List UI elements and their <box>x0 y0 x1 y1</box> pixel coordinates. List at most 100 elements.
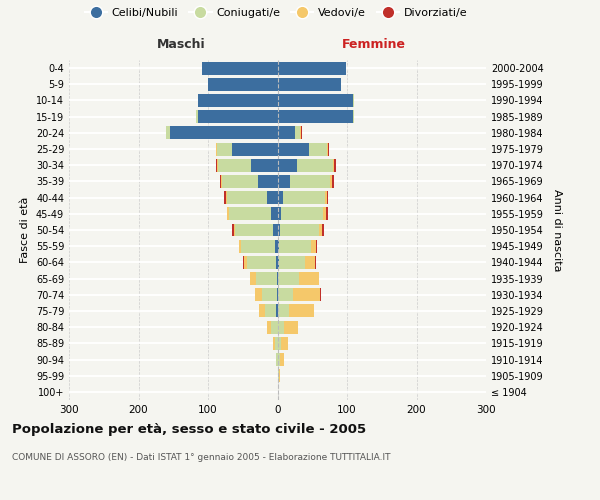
Bar <box>316 240 317 252</box>
Bar <box>250 272 256 285</box>
Bar <box>271 208 277 220</box>
Bar <box>244 256 247 269</box>
Bar <box>265 304 276 318</box>
Bar <box>262 288 277 301</box>
Text: Femmine: Femmine <box>341 38 406 52</box>
Bar <box>332 175 334 188</box>
Bar <box>220 175 221 188</box>
Bar <box>271 320 277 334</box>
Bar <box>325 191 327 204</box>
Bar <box>283 191 325 204</box>
Y-axis label: Fasce di età: Fasce di età <box>20 197 30 263</box>
Bar <box>328 142 329 156</box>
Bar <box>239 240 241 252</box>
Bar <box>277 337 281 350</box>
Bar <box>289 304 314 318</box>
Bar <box>331 175 332 188</box>
Bar <box>277 369 279 382</box>
Bar <box>353 110 354 123</box>
Bar <box>277 191 283 204</box>
Bar <box>315 256 316 269</box>
Bar <box>227 208 229 220</box>
Bar <box>277 94 353 107</box>
Bar <box>277 208 281 220</box>
Bar <box>327 142 328 156</box>
Bar <box>197 94 277 107</box>
Bar <box>305 256 315 269</box>
Bar <box>234 224 235 236</box>
Bar <box>227 191 267 204</box>
Y-axis label: Anni di nascita: Anni di nascita <box>552 188 562 271</box>
Bar <box>170 126 277 140</box>
Bar <box>217 142 232 156</box>
Bar <box>333 159 334 172</box>
Bar <box>226 191 227 204</box>
Bar <box>276 353 277 366</box>
Bar <box>222 175 258 188</box>
Bar <box>295 126 301 140</box>
Bar <box>254 288 262 301</box>
Bar <box>256 272 277 285</box>
Text: Popolazione per età, sesso e stato civile - 2005: Popolazione per età, sesso e stato civil… <box>12 422 366 436</box>
Bar <box>323 208 326 220</box>
Bar <box>319 224 322 236</box>
Bar <box>322 224 324 236</box>
Bar <box>277 126 295 140</box>
Bar <box>326 208 328 220</box>
Bar <box>258 175 277 188</box>
Bar <box>275 337 277 350</box>
Bar <box>297 159 333 172</box>
Bar <box>215 142 217 156</box>
Bar <box>278 304 289 318</box>
Bar <box>277 256 279 269</box>
Bar <box>275 240 277 252</box>
Bar <box>277 288 278 301</box>
Bar <box>280 353 284 366</box>
Bar <box>224 191 226 204</box>
Bar <box>251 159 277 172</box>
Bar <box>215 159 217 172</box>
Bar <box>281 337 288 350</box>
Bar <box>279 240 311 252</box>
Bar <box>217 159 218 172</box>
Bar <box>218 159 251 172</box>
Bar <box>267 320 271 334</box>
Bar <box>299 272 319 285</box>
Bar <box>247 256 276 269</box>
Bar <box>267 191 277 204</box>
Bar <box>277 304 278 318</box>
Bar <box>290 175 331 188</box>
Bar <box>278 288 293 301</box>
Bar <box>278 272 299 285</box>
Text: Maschi: Maschi <box>157 38 206 52</box>
Bar <box>277 142 309 156</box>
Bar <box>229 208 271 220</box>
Legend: Celibi/Nubili, Coniugati/e, Vedovi/e, Divorziati/e: Celibi/Nubili, Coniugati/e, Vedovi/e, Di… <box>85 8 467 18</box>
Bar <box>279 369 280 382</box>
Bar <box>277 110 353 123</box>
Bar <box>276 256 277 269</box>
Bar <box>277 175 290 188</box>
Bar <box>274 224 277 236</box>
Bar <box>208 78 277 91</box>
Bar <box>202 62 277 74</box>
Bar <box>277 240 279 252</box>
Bar <box>280 224 319 236</box>
Bar <box>197 110 277 123</box>
Bar <box>293 288 320 301</box>
Bar <box>277 272 278 285</box>
Bar <box>284 320 298 334</box>
Bar <box>278 320 284 334</box>
Bar <box>309 142 327 156</box>
Bar <box>301 126 302 140</box>
Bar <box>277 353 280 366</box>
Bar <box>241 240 275 252</box>
Bar <box>276 304 277 318</box>
Bar <box>277 224 280 236</box>
Text: COMUNE DI ASSORO (EN) - Dati ISTAT 1° gennaio 2005 - Elaborazione TUTTITALIA.IT: COMUNE DI ASSORO (EN) - Dati ISTAT 1° ge… <box>12 452 391 462</box>
Bar <box>334 159 336 172</box>
Bar <box>311 240 316 252</box>
Bar <box>221 175 222 188</box>
Bar <box>279 256 305 269</box>
Bar <box>277 159 297 172</box>
